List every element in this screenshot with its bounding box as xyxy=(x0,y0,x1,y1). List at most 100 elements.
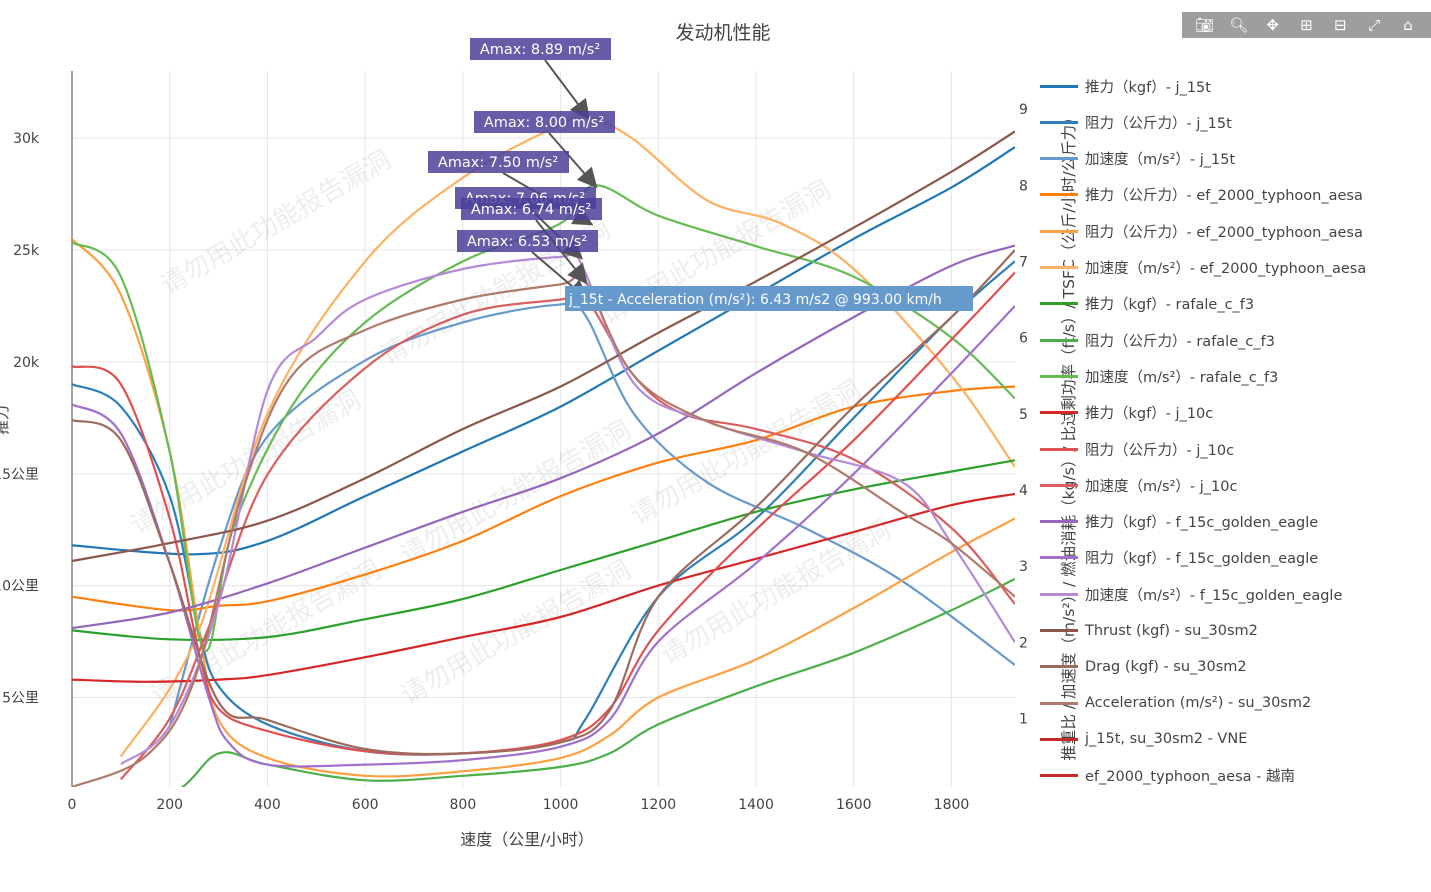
legend-label: Drag (kgf) - su_30sm2 xyxy=(1085,658,1247,675)
legend-swatch xyxy=(1040,520,1078,524)
y-left-tick-label: 30k xyxy=(13,131,40,147)
annotation-box xyxy=(457,230,598,252)
legend-item[interactable]: Drag (kgf) - su_30sm2 xyxy=(1040,652,1247,682)
legend-item[interactable]: 加速度（m/s²）- ef_2000_typhoon_aesa xyxy=(1040,253,1366,283)
y-right-tick-label: 2 xyxy=(1019,635,1028,651)
legend-swatch xyxy=(1040,84,1078,88)
x-axis-title: 速度（公里/小时） xyxy=(460,830,593,849)
legend-item[interactable]: 推力（kgf）- rafale_c_f3 xyxy=(1040,289,1254,319)
legend-label: 阻力（公斤力）- j_15t xyxy=(1085,115,1232,132)
legend-swatch xyxy=(1040,266,1078,269)
legend-item[interactable]: 阻力（公斤力）- j_15t xyxy=(1040,107,1232,137)
series-line-0 xyxy=(72,146,1015,556)
legend-swatch xyxy=(1040,193,1078,197)
zoom-in-icon[interactable]: ⊞ xyxy=(1300,16,1313,34)
annotations: Amax: 8.89 m/s² Amax: 8.00 m/s² Amax: 7.50… xyxy=(428,38,973,311)
legend-label: 阻力（kgf）- f_15c_golden_eagle xyxy=(1085,551,1319,568)
legend-item[interactable]: 阻力（公斤力）- ef_2000_typhoon_aesa xyxy=(1040,216,1363,246)
legend-item[interactable]: 推力（kgf）- j_10c xyxy=(1040,398,1213,428)
legend-swatch xyxy=(1040,447,1078,451)
annotation-label: Amax: 6.74 m/s² xyxy=(471,202,591,218)
pan-icon[interactable]: ✥ xyxy=(1266,16,1279,34)
x-tick-label: 800 xyxy=(450,797,477,813)
legend-swatch xyxy=(1040,157,1078,161)
y-left-tick-label: 20k xyxy=(13,355,40,371)
x-tick-label: 1200 xyxy=(641,797,677,813)
zoom-out-icon[interactable]: ⊟ xyxy=(1334,16,1347,34)
legend-item[interactable]: 推力（kgf）- j_15t xyxy=(1040,71,1211,101)
legend-swatch xyxy=(1040,374,1078,378)
legend-item[interactable]: 加速度（m/s²）- rafale_c_f3 xyxy=(1040,361,1278,391)
x-tick-label: 1000 xyxy=(543,797,579,813)
y-right-tick-label: 8 xyxy=(1019,178,1028,194)
y-left-tick-label: 15公里 xyxy=(0,467,39,483)
y-left-tick-label: 25k xyxy=(13,243,40,259)
legend-swatch xyxy=(1040,483,1078,487)
legend-label: 加速度（m/s²）- j_10c xyxy=(1085,478,1238,495)
watermark-text: 请勿用此功能报告漏洞 xyxy=(396,555,636,711)
legend-label: 推力（公斤力）- ef_2000_typhoon_aesa xyxy=(1085,188,1363,205)
legend-swatch xyxy=(1040,556,1078,560)
legend-item[interactable]: j_15t, su_30sm2 - VNE xyxy=(1040,724,1247,754)
autoscale-icon[interactable]: ⤢ xyxy=(1368,16,1381,34)
legend-swatch xyxy=(1040,737,1078,741)
hover-tooltip-box xyxy=(565,286,973,311)
legend-swatch xyxy=(1040,774,1078,778)
legend-label: 阻力（公斤力）- rafale_c_f3 xyxy=(1085,333,1275,350)
y-right-tick-label: 1 xyxy=(1019,711,1028,727)
series-line-7 xyxy=(180,577,1015,787)
watermark-text: 请勿用此功能报告漏洞 xyxy=(156,145,396,301)
legend-item[interactable]: 阻力（公斤力）- rafale_c_f3 xyxy=(1040,325,1275,355)
legend-item[interactable]: 推力（公斤力）- ef_2000_typhoon_aesa xyxy=(1040,180,1363,210)
legend-label: 阻力（公斤力）- ef_2000_typhoon_aesa xyxy=(1085,224,1363,241)
legend-swatch xyxy=(1040,120,1078,124)
legend-item[interactable]: 加速度（m/s²）- j_15t xyxy=(1040,144,1235,174)
legend-item[interactable]: 加速度（m/s²）- j_10c xyxy=(1040,470,1237,500)
y-right-tick-label: 3 xyxy=(1019,559,1028,575)
series-line-17 xyxy=(72,273,1015,787)
annotation-label: Amax: 6.53 m/s² xyxy=(467,234,587,250)
x-tick-label: 1400 xyxy=(738,797,774,813)
series-line-14 xyxy=(120,249,1015,766)
annotation-label: Amax: 7.50 m/s² xyxy=(438,155,558,171)
legend-label: 加速度（m/s²）- ef_2000_typhoon_aesa xyxy=(1085,261,1367,277)
legend-swatch xyxy=(1040,229,1078,233)
annotation-box xyxy=(470,38,611,60)
legend-swatch xyxy=(1040,411,1078,415)
y-axis-right-title: 推重比 / 加速度（m/s²）/ 燃油消耗（kg/s）/ 比过剩功率（ft/s）… xyxy=(1060,109,1078,760)
legend-label: Thrust (kgf) - su_30sm2 xyxy=(1085,622,1258,639)
legend-label: 加速度（m/s²）- j_15t xyxy=(1085,152,1236,169)
series-line-6 xyxy=(72,459,1015,642)
y-left-tick-label: 5公里 xyxy=(2,691,39,707)
legend-label: 加速度（m/s²）- f_15c_golden_eagle xyxy=(1085,587,1343,604)
legend-label: 推力（kgf）- f_15c_golden_eagle xyxy=(1085,515,1319,532)
legend-item[interactable]: 阻力（kgf）- f_15c_golden_eagle xyxy=(1040,543,1318,573)
y-right-tick-label: 4 xyxy=(1019,483,1028,499)
home-icon[interactable]: ⌂ xyxy=(1403,16,1413,34)
series-line-11 xyxy=(120,290,1015,781)
axes: 0 200 400 600 800 1000 1200 1400 1600 1800 5公里 10公里… xyxy=(0,102,1028,813)
legend-item[interactable]: ef_2000_typhoon_aesa - 越南 xyxy=(1040,761,1295,791)
y-right-tick-label: 5 xyxy=(1019,407,1028,423)
legend-item[interactable]: 加速度（m/s²）- f_15c_golden_eagle xyxy=(1040,579,1342,609)
legend-label: 推力（kgf）- j_10c xyxy=(1085,406,1214,423)
annotation-label: Amax: 8.89 m/s² xyxy=(480,42,600,58)
x-tick-label: 200 xyxy=(156,797,183,813)
legend-swatch xyxy=(1040,629,1078,632)
camera-icon[interactable]: 📷︎ xyxy=(1195,16,1215,34)
annotation-box xyxy=(428,151,569,173)
legend-swatch xyxy=(1040,701,1078,705)
zoom-icon[interactable]: 🔍︎ xyxy=(1229,16,1249,34)
y-right-tick-label: 9 xyxy=(1019,102,1028,118)
x-tick-label: 600 xyxy=(352,797,379,813)
legend-item[interactable]: 阻力（公斤力）- j_10c xyxy=(1040,434,1234,464)
x-tick-label: 1600 xyxy=(836,797,872,813)
legend-label: 推力（kgf）- rafale_c_f3 xyxy=(1085,297,1255,314)
annotation-box xyxy=(474,111,615,133)
annotation-arrow xyxy=(548,132,598,189)
legend-item[interactable]: Thrust (kgf) - su_30sm2 xyxy=(1040,616,1258,646)
legend-label: 推力（kgf）- j_15t xyxy=(1085,79,1211,96)
legend-item[interactable]: Acceleration (m/s²) - su_30sm2 xyxy=(1040,688,1311,718)
legend-item[interactable]: 推力（kgf）- f_15c_golden_eagle xyxy=(1040,507,1318,537)
